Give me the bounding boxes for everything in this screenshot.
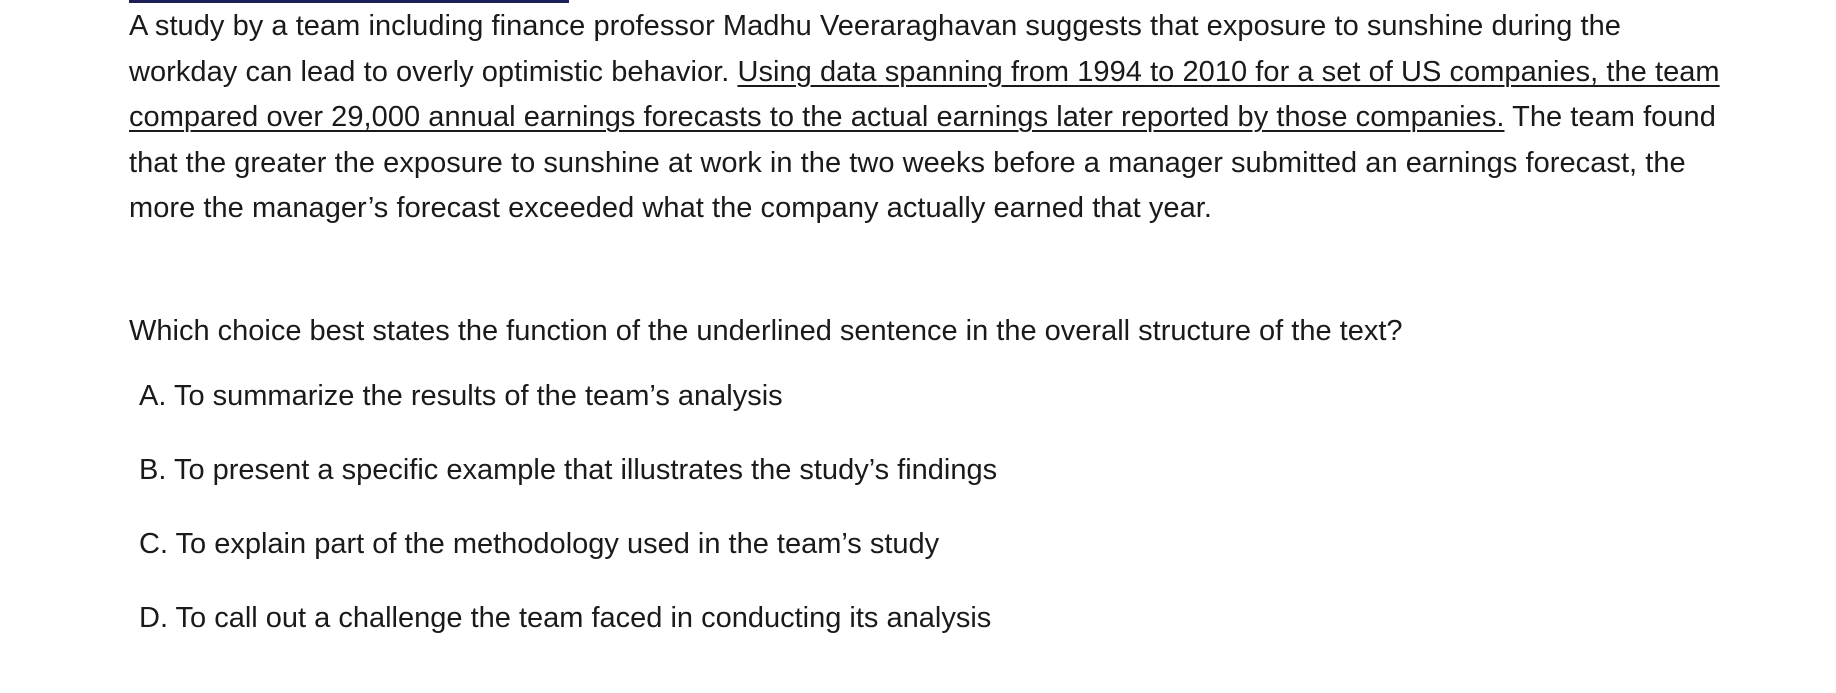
choice-letter: D. (139, 602, 168, 634)
choice-letter: B. (139, 454, 167, 486)
choice-a[interactable]: A. To summarize the results of the team’… (139, 374, 997, 419)
choice-text: To present a specific example that illus… (173, 454, 998, 486)
passage-before: A study by a team including finance prof… (129, 10, 1621, 88)
choice-d[interactable]: D. To call out a challenge the team face… (139, 596, 997, 641)
choice-c[interactable]: C. To explain part of the methodology us… (139, 522, 997, 567)
choice-letter: C. (139, 528, 168, 560)
passage-after: The team found that the greater the expo… (129, 101, 1716, 224)
underlined-sentence: Using data spanning from 1994 to 2010 fo… (129, 55, 1720, 134)
answer-choices: A. To summarize the results of the team’… (139, 374, 997, 670)
choice-text: To call out a challenge the team faced i… (175, 602, 992, 634)
question-prompt: Which choice best states the function of… (129, 315, 1403, 347)
choice-b[interactable]: B. To present a specific example that il… (139, 448, 997, 493)
choice-text: To explain part of the methodology used … (175, 528, 940, 560)
top-divider (129, 0, 569, 3)
passage-text: A study by a team including finance prof… (129, 4, 1729, 232)
choice-letter: A. (139, 380, 167, 412)
choice-text: To summarize the results of the team’s a… (173, 380, 783, 412)
